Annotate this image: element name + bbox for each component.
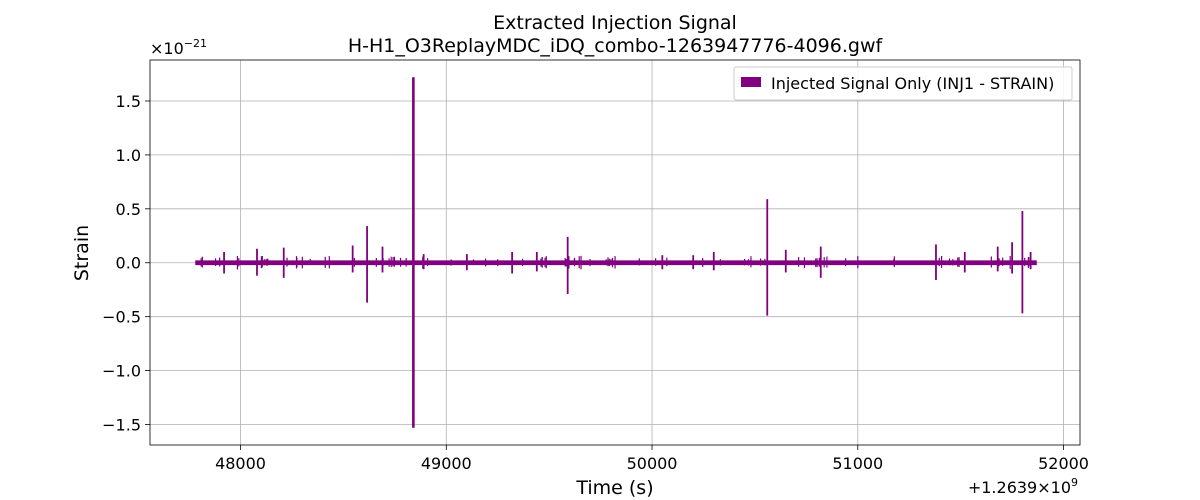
x-tick-label: 48000 [215,454,266,473]
y-tick-label: 0.5 [116,200,141,219]
legend-swatch [741,77,761,87]
legend-box [733,66,1073,101]
y-tick-label: 0.0 [116,254,141,273]
y-axis-label: Strain [71,225,93,281]
x-offset-label: +1.2639×109 [968,476,1078,497]
chart-subtitle: H-H1_O3ReplayMDC_iDQ_combo-1263947776-40… [348,35,884,57]
chart-title: Extracted Injection Signal [493,12,737,34]
grid-lines [150,60,1080,445]
y-multiplier-label: ×10−21 [150,37,207,58]
legend-label: Injected Signal Only (INJ1 - STRAIN) [771,74,1054,93]
legend: Injected Signal Only (INJ1 - STRAIN) [733,66,1073,101]
x-axis-label: Time (s) [575,477,653,499]
x-tick-label: 51000 [832,454,883,473]
y-tick-label: −1.5 [102,416,141,435]
y-tick-label: −1.0 [102,362,141,381]
series-baseline-noise [195,260,1037,266]
plot-frame [149,59,1081,446]
x-tick-label: 52000 [1038,454,1089,473]
y-tick-label: 1.0 [116,146,141,165]
x-tick-label: 49000 [421,454,472,473]
axis-ticks: 48000 49000 50000 51000 52000 −1.5 −1.0 −0.5 0.0… [102,92,1089,473]
y-tick-label: −0.5 [102,308,141,327]
series-injected-signal [195,77,1037,428]
x-tick-label: 50000 [627,454,678,473]
y-tick-label: 1.5 [116,92,141,111]
